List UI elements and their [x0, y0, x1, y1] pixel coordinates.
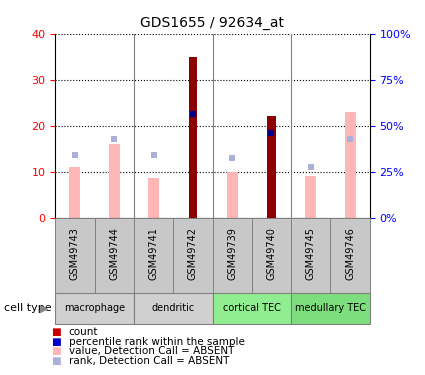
- Text: GSM49744: GSM49744: [109, 226, 119, 280]
- Bar: [189, 57, 197, 217]
- Text: ■: ■: [51, 327, 61, 337]
- Text: dendritic: dendritic: [152, 303, 195, 313]
- Text: cortical TEC: cortical TEC: [223, 303, 281, 313]
- Bar: [109, 144, 120, 218]
- Text: GSM49740: GSM49740: [266, 226, 277, 280]
- Bar: [227, 172, 238, 217]
- Text: count: count: [69, 327, 98, 337]
- Bar: [305, 176, 316, 218]
- Text: GSM49746: GSM49746: [345, 226, 355, 280]
- Bar: [69, 167, 80, 218]
- Text: medullary TEC: medullary TEC: [295, 303, 366, 313]
- Text: ▶: ▶: [40, 303, 48, 313]
- Bar: [148, 178, 159, 218]
- Text: value, Detection Call = ABSENT: value, Detection Call = ABSENT: [69, 346, 234, 356]
- Text: GSM49743: GSM49743: [70, 226, 80, 280]
- Text: cell type: cell type: [4, 303, 52, 313]
- Text: ■: ■: [51, 356, 61, 366]
- Text: macrophage: macrophage: [64, 303, 125, 313]
- Text: GSM49741: GSM49741: [148, 226, 159, 280]
- Text: rank, Detection Call = ABSENT: rank, Detection Call = ABSENT: [69, 356, 229, 366]
- Text: ■: ■: [51, 346, 61, 356]
- Text: percentile rank within the sample: percentile rank within the sample: [69, 337, 245, 346]
- Title: GDS1655 / 92634_at: GDS1655 / 92634_at: [141, 16, 284, 30]
- Bar: [267, 116, 275, 218]
- Text: GSM49739: GSM49739: [227, 226, 237, 280]
- Bar: [345, 112, 356, 218]
- Text: ■: ■: [51, 337, 61, 346]
- Text: GSM49745: GSM49745: [306, 226, 316, 280]
- Text: GSM49742: GSM49742: [188, 226, 198, 280]
